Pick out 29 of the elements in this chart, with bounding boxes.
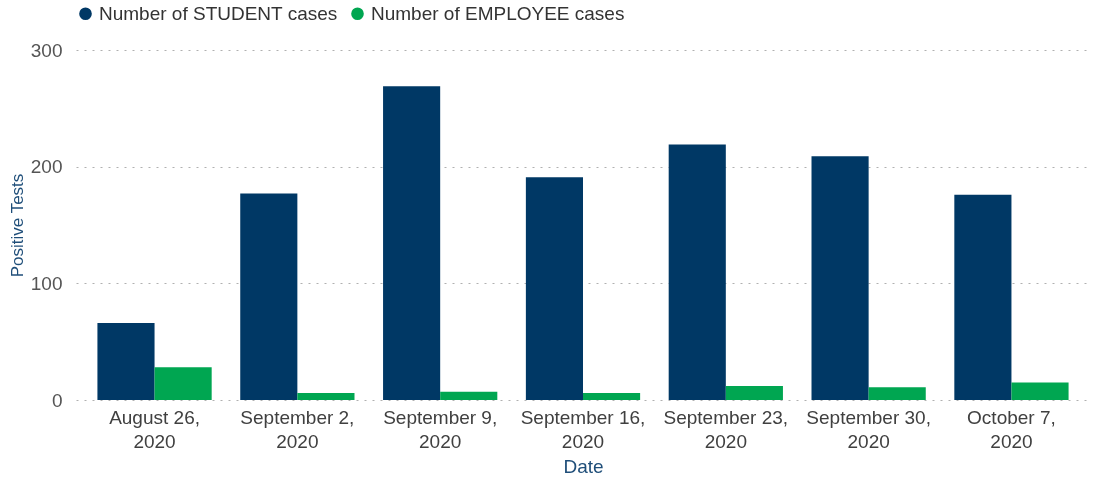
x-tick-label: October 7, 2020: [967, 406, 1056, 452]
bar: [154, 367, 212, 400]
bar: [583, 393, 641, 400]
bar: [240, 193, 298, 400]
bar: [440, 391, 498, 400]
legend-label: Number of EMPLOYEE cases: [371, 2, 625, 24]
x-tick-label: September 9, 2020: [383, 406, 498, 452]
bar: [868, 387, 926, 400]
bar: [383, 86, 441, 400]
bar: [725, 386, 783, 400]
bar: [668, 144, 726, 400]
x-tick-label: September 30, 2020: [806, 406, 931, 452]
y-tick-label: 300: [30, 39, 63, 61]
bar: [1011, 382, 1069, 400]
x-tick-label: August 26, 2020: [109, 406, 200, 452]
bar: [525, 177, 583, 400]
x-tick-label: September 2, 2020: [240, 406, 355, 452]
y-tick-label: 100: [30, 272, 63, 294]
y-axis-title: Positive Tests: [7, 173, 27, 278]
bar: [97, 323, 155, 400]
y-tick-label: 0: [51, 389, 63, 411]
legend-label: Number of STUDENT cases: [99, 2, 338, 24]
bar: [954, 194, 1012, 400]
x-tick-label: September 16, 2020: [520, 406, 646, 452]
y-tick-label: 200: [30, 156, 63, 178]
x-tick-label: September 23, 2020: [663, 406, 789, 452]
bar: [811, 156, 869, 400]
x-axis-title: Date: [563, 455, 604, 477]
bar: [297, 393, 355, 400]
